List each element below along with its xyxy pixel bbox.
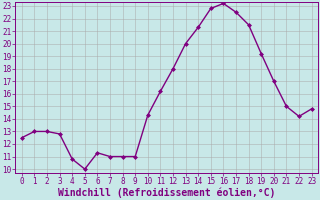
X-axis label: Windchill (Refroidissement éolien,°C): Windchill (Refroidissement éolien,°C): [58, 187, 276, 198]
